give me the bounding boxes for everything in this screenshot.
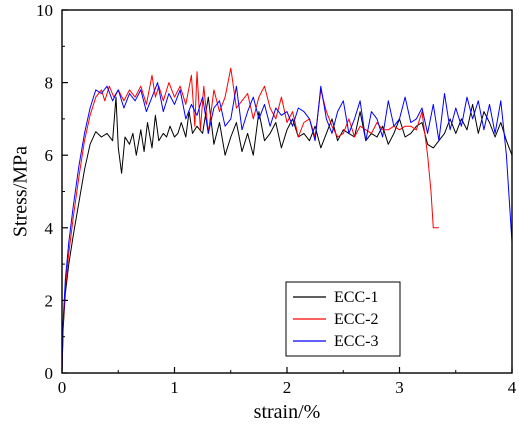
legend: ECC-1 ECC-2 ECC-3	[285, 281, 401, 357]
y-axis-title: Stress/MPa	[10, 146, 32, 237]
series-line-ecc-1	[61, 96, 513, 374]
legend-label-ecc-2: ECC-2	[334, 311, 378, 328]
x-tick-label: 0	[58, 378, 67, 397]
x-axis-title: strain/%	[254, 401, 321, 423]
ticks-layer: 0 1 2 3 4 0 2 4 6 8 10	[36, 1, 517, 397]
x-tick-label: 2	[283, 378, 292, 397]
legend-label-ecc-3: ECC-3	[334, 333, 378, 350]
x-tick-label: 1	[170, 378, 179, 397]
series-line-ecc-3	[61, 82, 513, 374]
y-tick-label: 6	[45, 146, 54, 165]
series-layer	[61, 67, 513, 374]
legend-items: ECC-1 ECC-2 ECC-3	[293, 289, 378, 350]
y-tick-label: 2	[45, 291, 54, 310]
y-tick-label: 0	[45, 364, 54, 383]
y-tick-label: 10	[36, 1, 53, 20]
x-tick-label: 3	[395, 378, 404, 397]
legend-label-ecc-1: ECC-1	[334, 289, 378, 306]
y-tick-label: 4	[45, 219, 54, 238]
y-tick-label: 8	[45, 74, 54, 93]
x-tick-label: 4	[508, 378, 517, 397]
